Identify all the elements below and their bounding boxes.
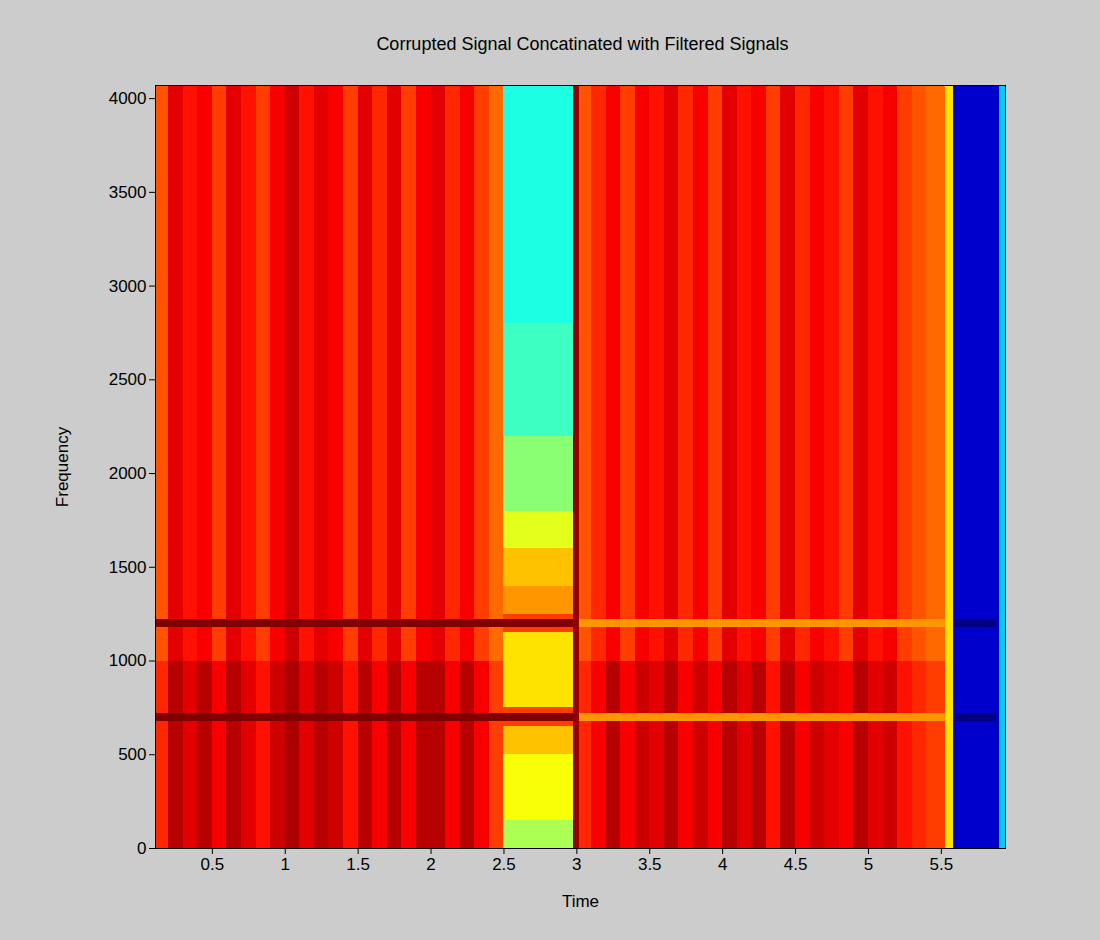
svg-text:3: 3 bbox=[572, 855, 581, 874]
svg-text:500: 500 bbox=[118, 745, 146, 764]
svg-text:3500: 3500 bbox=[109, 183, 147, 202]
svg-text:0: 0 bbox=[137, 839, 146, 858]
svg-text:2500: 2500 bbox=[109, 370, 147, 389]
svg-text:Time: Time bbox=[562, 892, 599, 911]
svg-text:2000: 2000 bbox=[109, 464, 147, 483]
svg-text:5.5: 5.5 bbox=[930, 855, 954, 874]
svg-text:5: 5 bbox=[864, 855, 873, 874]
svg-text:1.5: 1.5 bbox=[346, 855, 370, 874]
svg-text:3000: 3000 bbox=[109, 277, 147, 296]
svg-text:4000: 4000 bbox=[109, 89, 147, 108]
html-text:Corrupted Signal Concatinated: Corrupted Signal Concatinated with Filte… bbox=[376, 34, 789, 54]
svg-text:0.5: 0.5 bbox=[201, 855, 225, 874]
svg-text:3.5: 3.5 bbox=[638, 855, 662, 874]
svg-text:4.5: 4.5 bbox=[784, 855, 808, 874]
svg-text:4: 4 bbox=[718, 855, 727, 874]
svg-text:2: 2 bbox=[426, 855, 435, 874]
svg-text:1500: 1500 bbox=[109, 558, 147, 577]
svg-text:2.5: 2.5 bbox=[492, 855, 516, 874]
svg-text:Frequency: Frequency bbox=[53, 426, 72, 507]
svg-text:1000: 1000 bbox=[109, 651, 147, 670]
svg-text:1: 1 bbox=[281, 855, 290, 874]
